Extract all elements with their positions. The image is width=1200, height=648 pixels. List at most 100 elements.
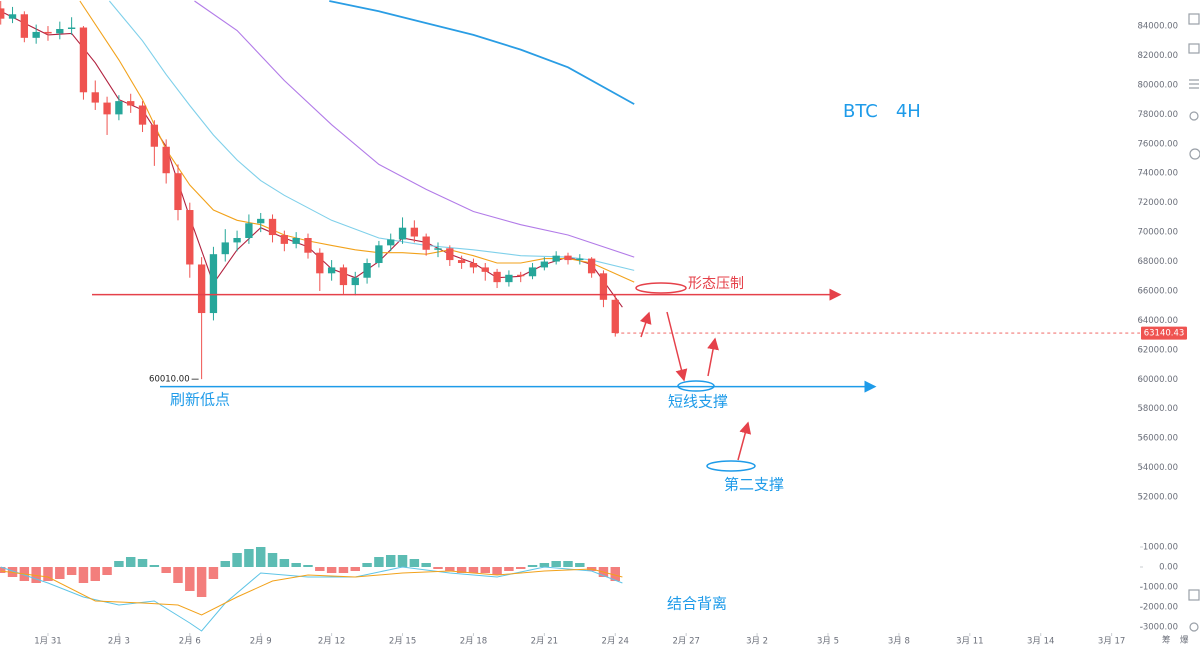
candle-body [245,223,253,238]
candle-body [398,227,407,240]
tool-icon[interactable] [1188,589,1200,601]
y-tick-label: 1000.00 [1143,543,1178,553]
candle-body [587,258,596,274]
macd-histogram-bar [220,561,230,567]
candle-body [351,277,359,286]
candle-body [576,258,584,261]
x-tick-label: 2月 27 [672,637,699,647]
candle-body [103,102,111,115]
toolbar-label[interactable]: 筹 [1162,635,1171,646]
candle-body [292,237,300,244]
candle-body [8,14,17,19]
y-tick-label: 74000.00 [1137,169,1178,179]
macd-histogram-bar [445,567,455,571]
macd-histogram-bar [137,559,148,567]
annotation: 形态压制 [688,276,744,292]
candle-body [422,236,430,250]
candle-body [268,218,277,236]
y-tick-label: 82000.00 [1137,51,1178,61]
macd-histogram-bar [66,567,77,575]
candle-body [91,92,99,103]
x-tick-label: 1月 31 [34,637,61,647]
candle-body [20,14,29,38]
macd-histogram-bar [255,547,266,567]
highlight-ellipse [677,380,715,392]
toolbar-label[interactable]: 爆 [1180,635,1189,646]
macd-histogram-bar [173,567,183,583]
candle-body [197,264,206,314]
arrow [639,311,652,338]
macd-histogram-bar [504,567,514,571]
y-tick-label: 56000.00 [1137,434,1178,444]
x-tick-label: 2月 3 [108,637,130,647]
macd-histogram-bar [539,563,550,567]
candle-body [221,242,229,255]
x-tick-label: 3月 11 [956,637,983,647]
macd-histogram-bar [291,563,301,567]
candle-body [162,146,170,174]
macd-histogram-bar [456,567,467,573]
y-tick-label: -1000.00 [1140,583,1178,593]
macd-histogram-bar [267,553,278,567]
candle-body [138,105,147,125]
macd-histogram-bar [90,567,100,581]
candle-body [115,101,123,115]
macd-histogram-bar [232,553,242,567]
highlight-ellipse [635,282,687,294]
macd-histogram-bar [551,561,561,567]
macd-histogram-bar [149,565,160,567]
macd-line [0,568,623,616]
y-tick-label: 58000.00 [1137,404,1178,414]
x-tick-label: 3月 14 [1027,637,1054,647]
macd-histogram-bar [279,559,290,567]
y-tick-label: 80000.00 [1137,80,1178,90]
macd-histogram-bar [102,567,112,575]
candle-body [209,254,218,314]
candle-body [552,255,560,262]
macd-histogram-bar [397,555,408,567]
macd-histogram-bar [315,567,325,571]
x-tick-label: 2月 9 [250,637,272,647]
y-tick-label: 68000.00 [1137,257,1178,267]
tool-icon[interactable] [1189,79,1199,89]
annotation: 第二支撑 [724,476,784,494]
x-tick-label: 2月 24 [602,637,629,647]
macd-histogram-bar [114,561,124,567]
candle-body [327,267,336,274]
macd-histogram-bar [362,563,372,567]
candle-body [150,124,159,147]
candle-body [304,237,312,253]
candle-body [469,263,478,268]
candle-body [564,255,572,261]
arrow [707,337,719,377]
candle-body [363,263,371,278]
candle-body [186,210,194,265]
tool-icon[interactable] [1189,622,1199,632]
candle-body [611,299,619,334]
highlight-ellipse [706,460,756,472]
candle-body [56,28,64,34]
y-tick-label: 66000.00 [1137,286,1178,296]
moving-average [0,10,623,308]
moving-average [108,0,635,271]
y-tick-label: 60000.00 [1137,375,1178,385]
tool-icon[interactable] [1188,13,1200,25]
candle-body [375,245,383,264]
candle-body [79,27,88,93]
candle-body [0,8,5,19]
y-tick-label: 72000.00 [1137,198,1178,208]
x-tick-label: 2月 18 [460,637,487,647]
tool-icon[interactable] [1189,111,1199,121]
candle-body [505,274,513,283]
tool-icon[interactable] [1188,43,1200,54]
candle-body [599,273,608,300]
x-tick-label: 2月 12 [318,637,345,647]
tool-icon[interactable] [1189,148,1200,160]
macd-histogram-bar [338,567,349,573]
moving-average [194,0,635,258]
candle-body [257,218,265,224]
macd-histogram-bar [385,555,396,567]
candle-body [387,239,395,246]
candle-body [339,267,348,286]
